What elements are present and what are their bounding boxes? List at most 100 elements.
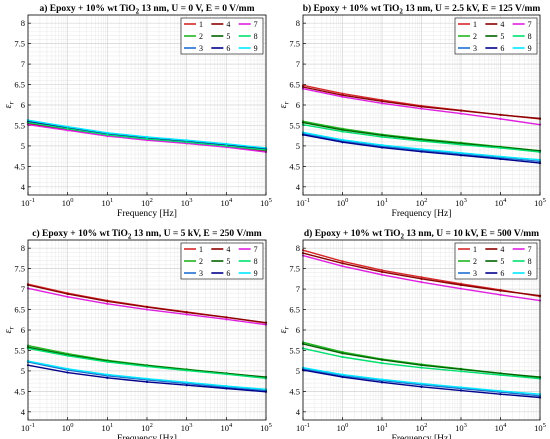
chart-title: d) Epoxy + 10% wt TiO2 13 nm, U = 10 kV,… — [304, 228, 539, 241]
y-tick-label: 8 — [296, 243, 300, 253]
data-point — [66, 127, 69, 130]
x-tick-label: 101 — [376, 197, 388, 208]
x-tick-label: 104 — [495, 422, 508, 433]
legend-label-4: 4 — [500, 20, 504, 29]
axes-frame — [302, 14, 541, 196]
x-tick-label: 103 — [455, 422, 467, 433]
y-tick-label: 6.5 — [289, 80, 300, 90]
y-tick-label: 5.5 — [14, 345, 25, 355]
y-tick-label: 5.5 — [289, 345, 300, 355]
legend-label-9: 9 — [528, 269, 532, 278]
x-tick-label: 10-1 — [21, 422, 35, 433]
data-point — [420, 366, 423, 369]
x-axis-label: Frequency [Hz] — [392, 209, 452, 219]
legend-label-5: 5 — [226, 257, 230, 266]
data-point — [225, 384, 228, 388]
data-point — [499, 146, 502, 150]
legend-label-8: 8 — [528, 32, 532, 41]
data-point — [145, 135, 149, 139]
y-tick-label: 6 — [296, 325, 300, 335]
y-tick-label: 5.5 — [14, 120, 25, 130]
y-tick-label: 5 — [21, 366, 25, 376]
data-point — [225, 144, 228, 148]
data-point — [420, 150, 423, 153]
y-tick-label: 4 — [21, 407, 26, 417]
data-point — [185, 381, 188, 384]
data-point — [106, 302, 109, 305]
legend-label-7: 7 — [254, 20, 258, 29]
data-point — [499, 373, 502, 377]
data-point — [420, 105, 423, 108]
data-point — [499, 113, 502, 116]
data-point — [106, 133, 109, 136]
data-point — [185, 311, 188, 314]
data-point — [106, 131, 109, 134]
x-tick-label: 105 — [260, 422, 272, 433]
data-point — [341, 262, 344, 265]
data-point — [459, 154, 463, 157]
legend-label-5: 5 — [500, 32, 504, 41]
chart-title: c) Epoxy + 10% wt TiO2 13 nm, U = 5 kV, … — [32, 228, 261, 241]
data-point — [341, 352, 344, 355]
chart-panel-3: 10-1 100 101 102 103 104 10544.555.566.577.58c… — [3, 228, 272, 439]
legend-label-4: 4 — [500, 245, 504, 254]
data-point — [341, 130, 344, 133]
data-point — [341, 373, 344, 376]
x-tick-label: 100 — [337, 422, 349, 433]
data-point — [341, 260, 344, 263]
y-tick-label: 4 — [296, 407, 301, 417]
data-point — [420, 148, 423, 151]
y-tick-label: 7 — [296, 284, 300, 294]
data-point — [145, 305, 149, 309]
data-point — [341, 94, 344, 97]
data-point — [341, 141, 344, 144]
data-point — [499, 393, 502, 396]
data-point — [145, 377, 149, 380]
x-tick-label: 104 — [495, 197, 508, 208]
data-point — [66, 367, 69, 370]
x-tick-label: 102 — [416, 422, 428, 433]
y-tick-label: 7.5 — [14, 39, 25, 49]
data-point — [380, 269, 384, 272]
data-point — [66, 354, 69, 357]
data-point — [380, 135, 384, 139]
data-point — [420, 277, 423, 280]
x-tick-label: 104 — [220, 197, 233, 208]
x-axis-label: Frequency [Hz] — [392, 434, 452, 439]
data-point — [185, 141, 188, 144]
y-tick-label: 6 — [21, 100, 25, 110]
data-point — [459, 283, 463, 287]
data-point — [380, 362, 384, 365]
x-axis-label: Frequency [Hz] — [117, 209, 177, 219]
data-point — [145, 308, 149, 311]
x-tick-label: 101 — [101, 422, 113, 433]
data-point — [499, 372, 502, 375]
legend-label-4: 4 — [226, 245, 230, 254]
y-tick-label: 8 — [21, 243, 25, 253]
data-point — [459, 151, 463, 154]
data-point — [380, 134, 384, 137]
data-point — [66, 371, 69, 374]
y-tick-label: 7.5 — [289, 264, 300, 274]
legend-label-3: 3 — [199, 269, 203, 278]
y-tick-label: 8 — [21, 18, 25, 28]
x-tick-label: 10-1 — [21, 197, 35, 208]
data-point — [380, 378, 384, 381]
y-tick-label: 4 — [21, 182, 26, 192]
legend-label-8: 8 — [254, 257, 258, 266]
legend-label-9: 9 — [528, 44, 532, 53]
data-point — [66, 129, 69, 132]
legend-label-7: 7 — [254, 245, 258, 254]
data-point — [380, 143, 384, 147]
data-point — [459, 112, 463, 115]
data-point — [145, 137, 149, 141]
data-point — [225, 387, 228, 390]
legend-label-2: 2 — [473, 257, 477, 266]
x-tick-label: 105 — [260, 197, 272, 208]
data-point — [185, 384, 188, 387]
data-point — [499, 389, 502, 393]
data-point — [459, 109, 463, 112]
x-tick-label: 100 — [337, 197, 349, 208]
data-point — [499, 155, 502, 158]
